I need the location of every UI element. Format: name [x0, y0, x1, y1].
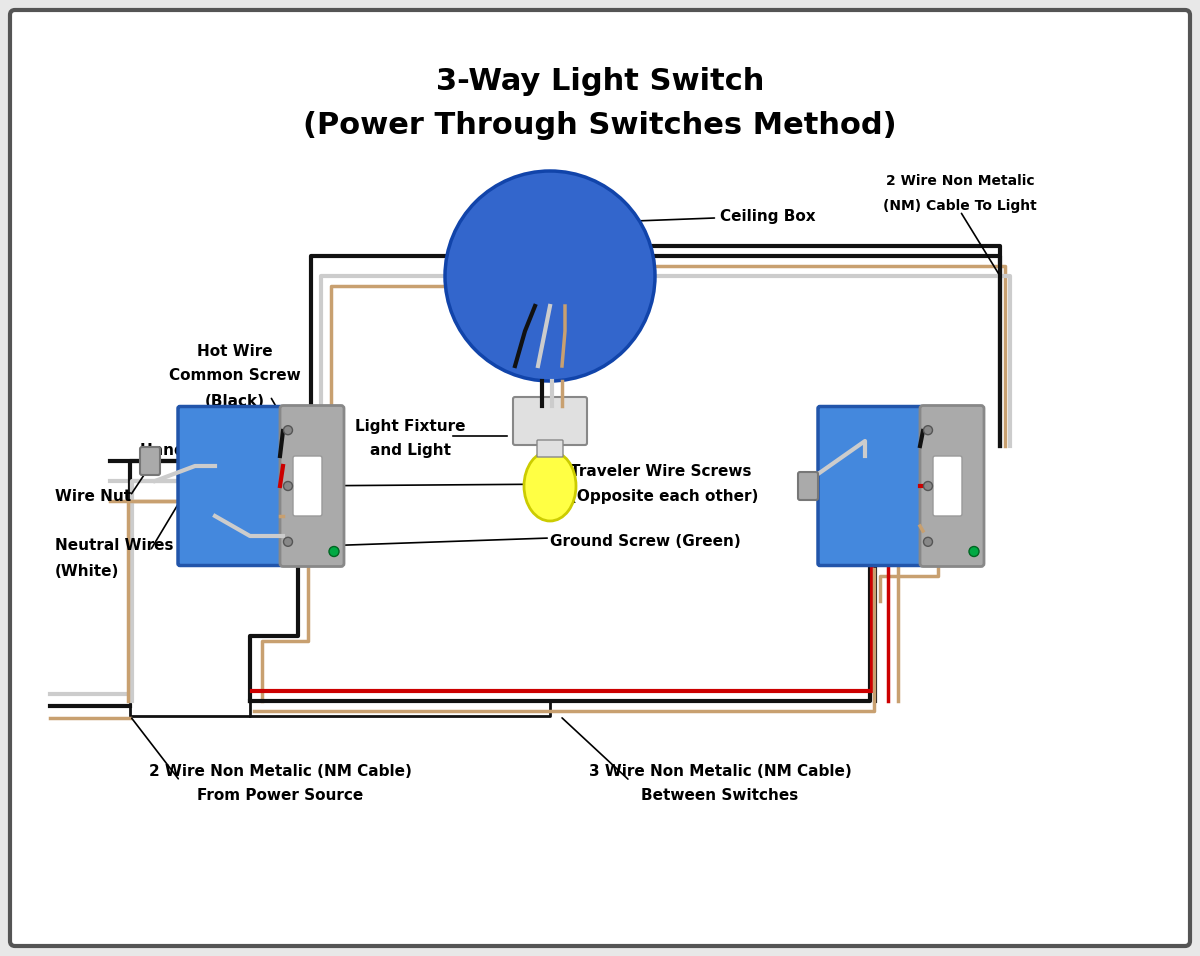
- Text: Common Screw: Common Screw: [169, 368, 301, 383]
- FancyBboxPatch shape: [514, 397, 587, 445]
- Text: Hot Wire: Hot Wire: [197, 343, 272, 358]
- Text: (White): (White): [55, 563, 119, 578]
- Circle shape: [283, 537, 293, 546]
- FancyBboxPatch shape: [934, 456, 962, 516]
- Circle shape: [970, 547, 979, 556]
- Circle shape: [445, 171, 655, 381]
- FancyBboxPatch shape: [178, 406, 282, 566]
- Text: 3-Way Light Switch: 3-Way Light Switch: [436, 67, 764, 96]
- Circle shape: [924, 425, 932, 435]
- FancyBboxPatch shape: [280, 405, 344, 567]
- Text: (Power Through Switches Method): (Power Through Switches Method): [304, 112, 896, 141]
- FancyBboxPatch shape: [140, 447, 160, 475]
- Text: and Light: and Light: [370, 444, 450, 459]
- FancyBboxPatch shape: [798, 472, 818, 500]
- Text: (Opposite each other): (Opposite each other): [570, 489, 758, 504]
- FancyBboxPatch shape: [293, 456, 322, 516]
- FancyBboxPatch shape: [538, 440, 563, 457]
- Circle shape: [283, 482, 293, 490]
- Text: Between Switches: Between Switches: [641, 789, 799, 803]
- Circle shape: [924, 482, 932, 490]
- Text: Handy Box: Handy Box: [140, 444, 232, 459]
- FancyBboxPatch shape: [818, 406, 922, 566]
- Text: (NM) Cable To Light: (NM) Cable To Light: [883, 199, 1037, 213]
- Circle shape: [924, 537, 932, 546]
- Ellipse shape: [524, 451, 576, 521]
- Text: Ground Screw (Green): Ground Screw (Green): [550, 533, 740, 549]
- Text: Neutral Wires: Neutral Wires: [55, 538, 174, 554]
- FancyBboxPatch shape: [920, 405, 984, 567]
- Text: Wire Nut: Wire Nut: [55, 489, 131, 504]
- Text: From Power Source: From Power Source: [197, 789, 364, 803]
- Text: 3 Wire Non Metalic (NM Cable): 3 Wire Non Metalic (NM Cable): [589, 764, 851, 778]
- Text: Traveler Wire Screws: Traveler Wire Screws: [570, 464, 751, 479]
- Text: 2 Wire Non Metalic: 2 Wire Non Metalic: [886, 174, 1034, 188]
- Text: (Black): (Black): [205, 394, 265, 408]
- Circle shape: [283, 425, 293, 435]
- FancyBboxPatch shape: [10, 10, 1190, 946]
- Circle shape: [329, 547, 340, 556]
- Text: Light Fixture: Light Fixture: [355, 419, 466, 433]
- Text: Ceiling Box: Ceiling Box: [637, 208, 816, 224]
- Text: 2 Wire Non Metalic (NM Cable): 2 Wire Non Metalic (NM Cable): [149, 764, 412, 778]
